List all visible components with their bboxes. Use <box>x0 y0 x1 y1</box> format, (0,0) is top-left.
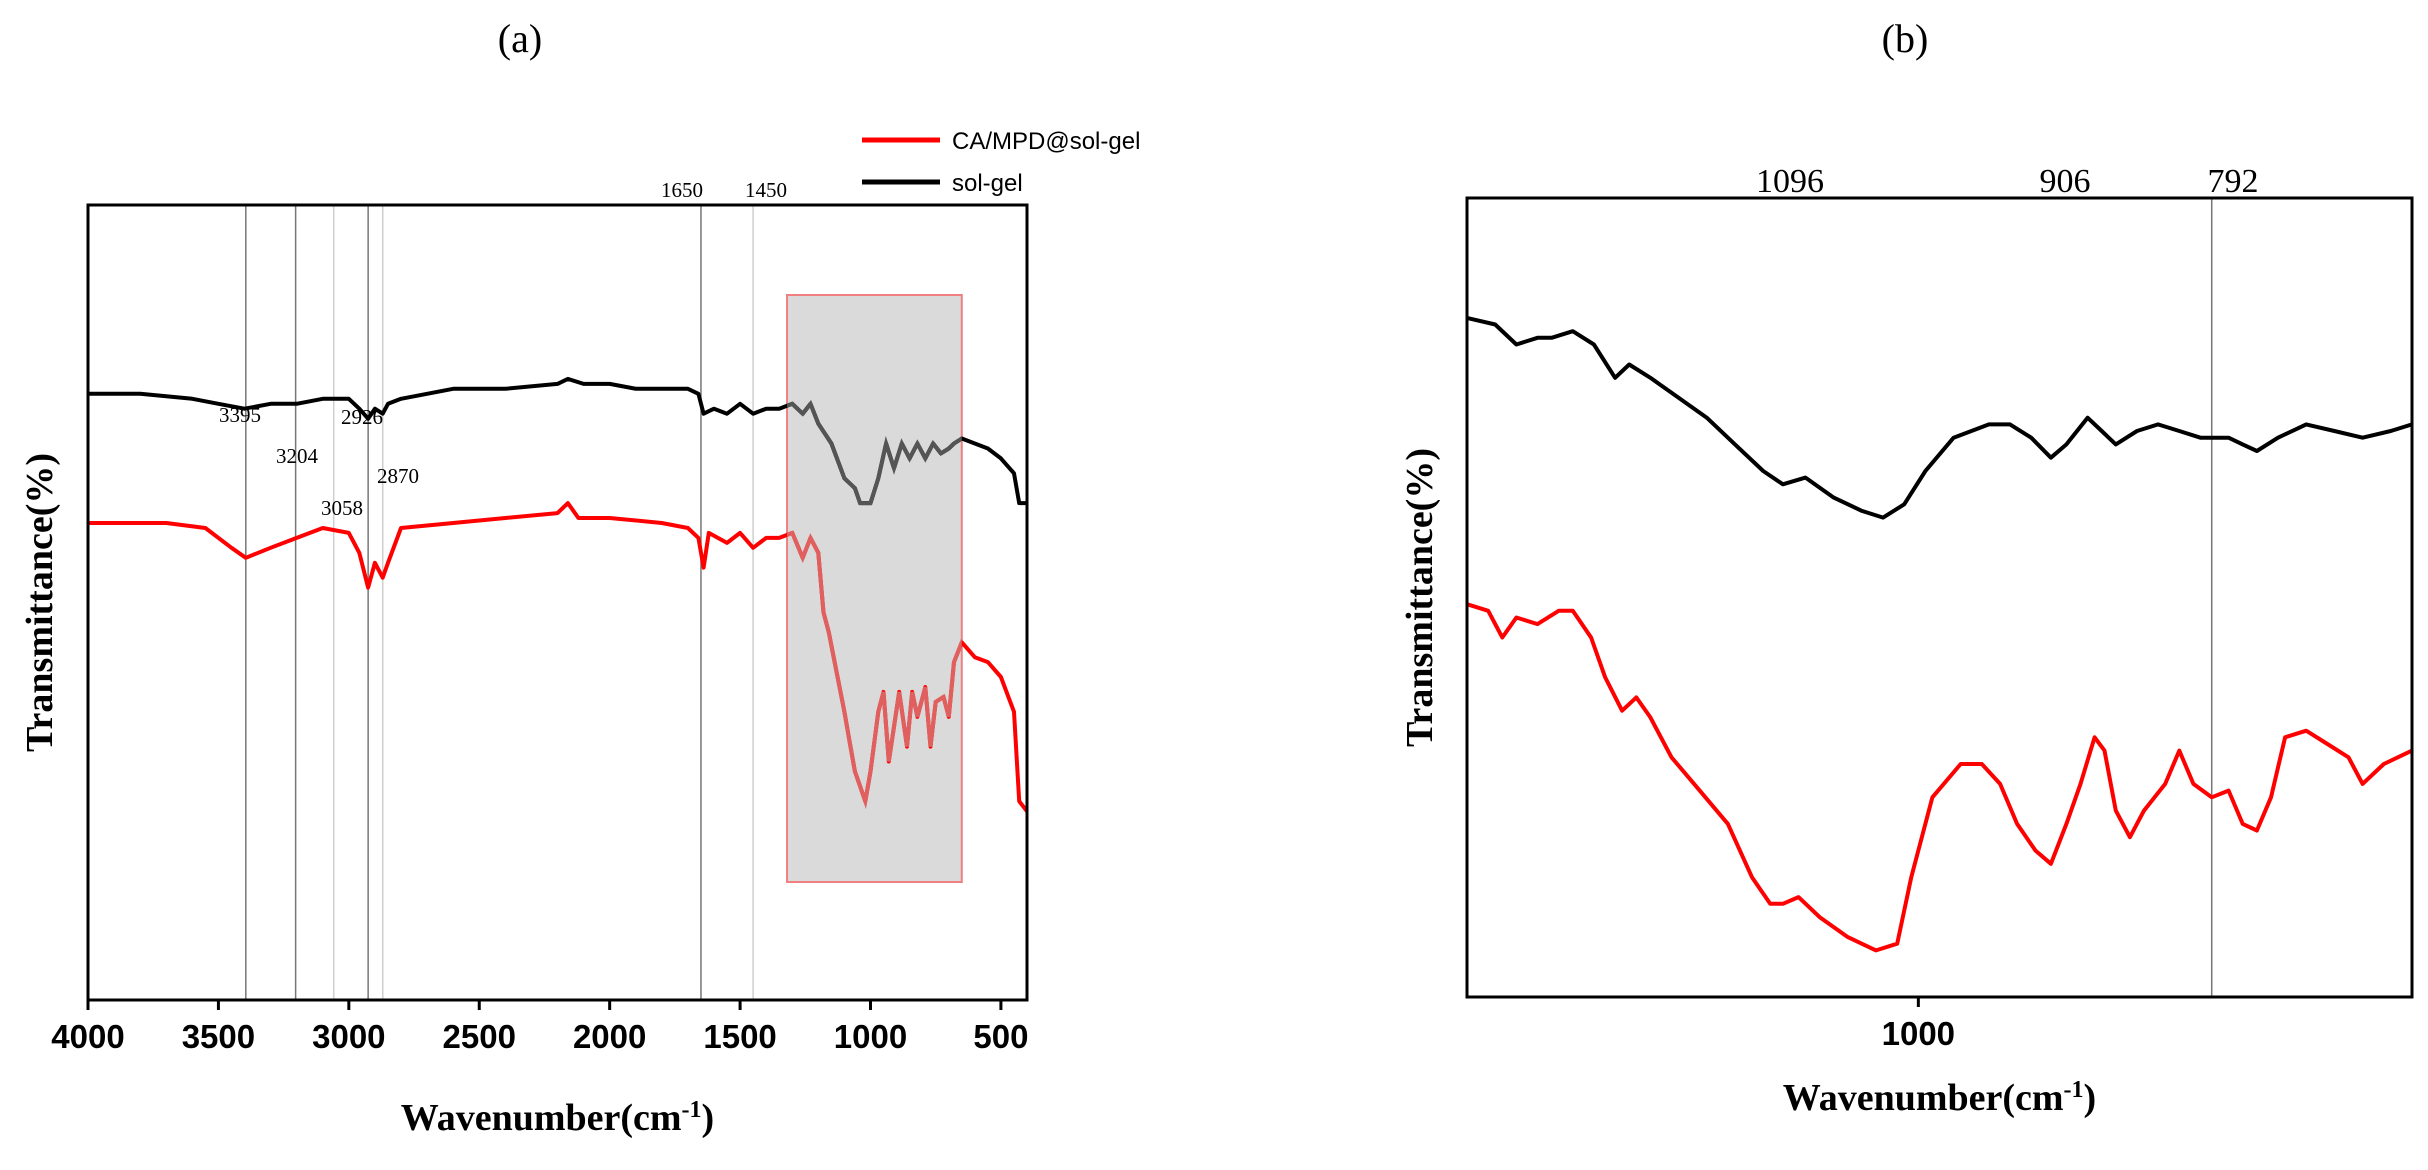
x-tick-label: 500 <box>973 1018 1028 1055</box>
legend: CA/MPD@sol-gel sol-gel <box>862 128 1140 197</box>
x-tick-label: 1500 <box>703 1018 776 1055</box>
x-ticks: 1000 <box>1882 997 1955 1052</box>
x-tick-label: 1000 <box>1882 1015 1955 1052</box>
series-lines <box>1466 315 2413 953</box>
y-axis-title: Transmittance(%) <box>1399 448 1441 747</box>
reference-lines <box>245 205 754 1000</box>
x-tick-label: 3000 <box>312 1018 385 1055</box>
y-axis-title: Transmittance(%) <box>19 453 61 752</box>
plot-frame <box>1465 196 2414 999</box>
peak-label-906: 906 <box>2040 163 2091 200</box>
legend-label: sol-gel <box>952 170 1023 197</box>
panel-label-a: (a) <box>498 16 542 61</box>
panel-a-chart: 4000 3500 3000 2500 2000 1500 1000 500 3395 3204… <box>19 128 1140 1139</box>
series-line-ca-mpd-sol-gel <box>1466 602 2413 953</box>
x-tick-label: 1000 <box>834 1018 907 1055</box>
series-line-sol-gel <box>1466 315 2413 520</box>
peak-labels: 1096 906 792 <box>1756 163 2259 200</box>
x-tick-label: 2500 <box>443 1018 516 1055</box>
legend-label: CA/MPD@sol-gel <box>952 128 1140 155</box>
peak-label-1450: 1450 <box>745 178 787 202</box>
series-lines <box>88 376 1029 813</box>
peak-labels: 3395 3204 3058 2926 2870 1650 1450 <box>219 178 787 520</box>
peak-label-1650: 1650 <box>661 178 703 202</box>
series-highlight-overlay <box>787 530 962 810</box>
panel-b-chart: 1000 1096 906 792 Wavenumber(cm-1) Transmi… <box>1399 163 2414 1119</box>
panel-label-b: (b) <box>1882 16 1929 61</box>
peak-label-3204: 3204 <box>276 444 319 468</box>
x-tick-label: 2000 <box>573 1018 646 1055</box>
peak-label-3395: 3395 <box>219 403 261 427</box>
x-axis-title: Wavenumber(cm-1) <box>1783 1077 2096 1119</box>
x-tick-label: 4000 <box>51 1018 124 1055</box>
plot-frame <box>86 203 1029 1002</box>
peak-label-792: 792 <box>2208 163 2259 200</box>
peak-label-2926: 2926 <box>341 405 383 429</box>
x-axis-title: Wavenumber(cm-1) <box>401 1097 714 1139</box>
highlight-region <box>786 294 963 883</box>
x-ticks: 4000 3500 3000 2500 2000 1500 1000 500 <box>51 1000 1028 1055</box>
x-tick-label: 3500 <box>182 1018 255 1055</box>
peak-label-3058: 3058 <box>321 496 363 520</box>
highlight-box <box>786 294 963 883</box>
peak-label-1096: 1096 <box>1756 163 1824 200</box>
peak-label-2870: 2870 <box>377 464 419 488</box>
series-highlight-overlay <box>787 399 962 506</box>
